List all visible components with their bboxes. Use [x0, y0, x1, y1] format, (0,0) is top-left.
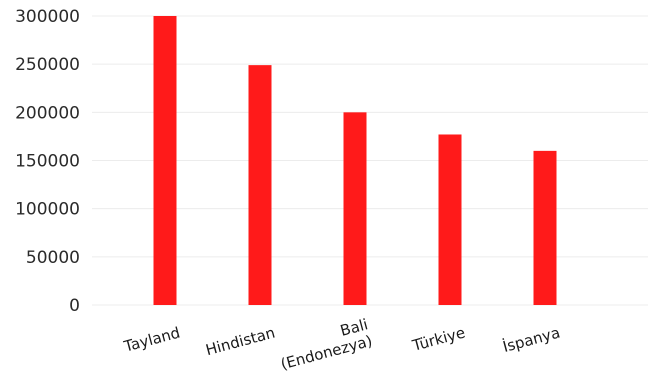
y-tick-label: 100000	[15, 200, 80, 220]
bar-3	[438, 134, 462, 305]
bar-1	[248, 65, 272, 305]
x-axis-tick-labels: Tayland Hindistan Bali(Endonezya) Türkiye İs…	[121, 315, 562, 373]
x-tick-label: Hindistan	[204, 323, 277, 359]
y-tick-label: 0	[69, 296, 80, 316]
bar-4	[533, 150, 557, 305]
x-tick-label: Türkiye	[409, 323, 467, 355]
x-tick-label-group: İspanya	[501, 323, 562, 357]
x-tick-label: İspanya	[501, 323, 562, 357]
y-tick-label: 300000	[15, 7, 80, 27]
x-tick-label-group: Tayland	[121, 323, 182, 355]
bar-0	[153, 16, 177, 305]
x-tick-label: Tayland	[121, 323, 182, 355]
x-tick-label-group: Bali(Endonezya)	[279, 315, 375, 374]
y-tick-label: 250000	[15, 55, 80, 75]
x-tick-label-group: Hindistan	[204, 323, 277, 359]
bar-2	[343, 112, 367, 305]
x-tick-label-group: Türkiye	[409, 323, 467, 355]
x-tick-label: (Endonezya)	[279, 332, 375, 374]
y-tick-label: 50000	[26, 248, 80, 268]
y-tick-label: 200000	[15, 103, 80, 123]
y-axis-tick-labels: 0 50000 100000 150000 200000 250000 300000	[15, 7, 80, 316]
gridlines	[92, 15, 648, 306]
y-tick-label: 150000	[15, 152, 80, 172]
bars	[153, 16, 557, 305]
